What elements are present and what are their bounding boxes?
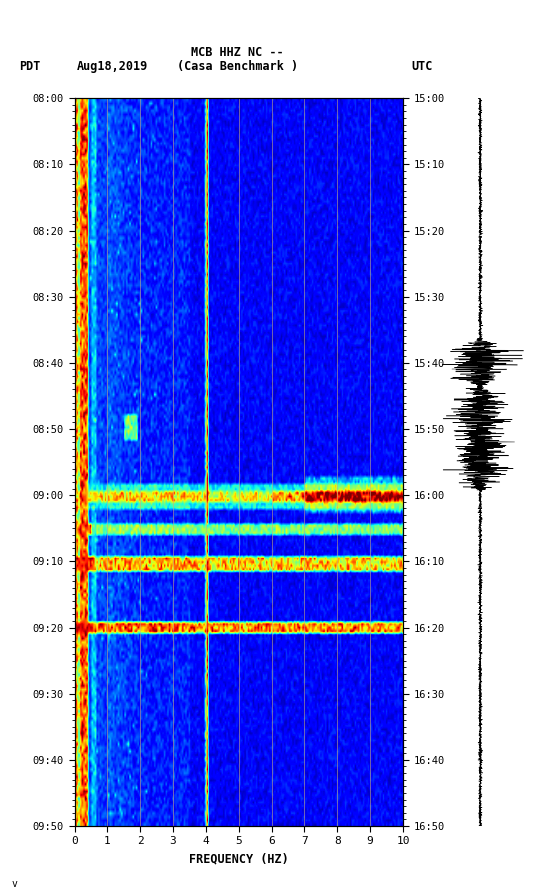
Text: PDT: PDT xyxy=(19,60,41,73)
Text: USGS: USGS xyxy=(26,22,52,33)
Text: Aug18,2019: Aug18,2019 xyxy=(77,60,148,73)
Text: MCB HHZ NC --: MCB HHZ NC -- xyxy=(191,46,284,59)
Text: v: v xyxy=(11,880,17,889)
X-axis label: FREQUENCY (HZ): FREQUENCY (HZ) xyxy=(189,852,289,865)
Text: UTC: UTC xyxy=(411,60,433,73)
Text: (Casa Benchmark ): (Casa Benchmark ) xyxy=(177,60,298,73)
Polygon shape xyxy=(6,14,26,43)
